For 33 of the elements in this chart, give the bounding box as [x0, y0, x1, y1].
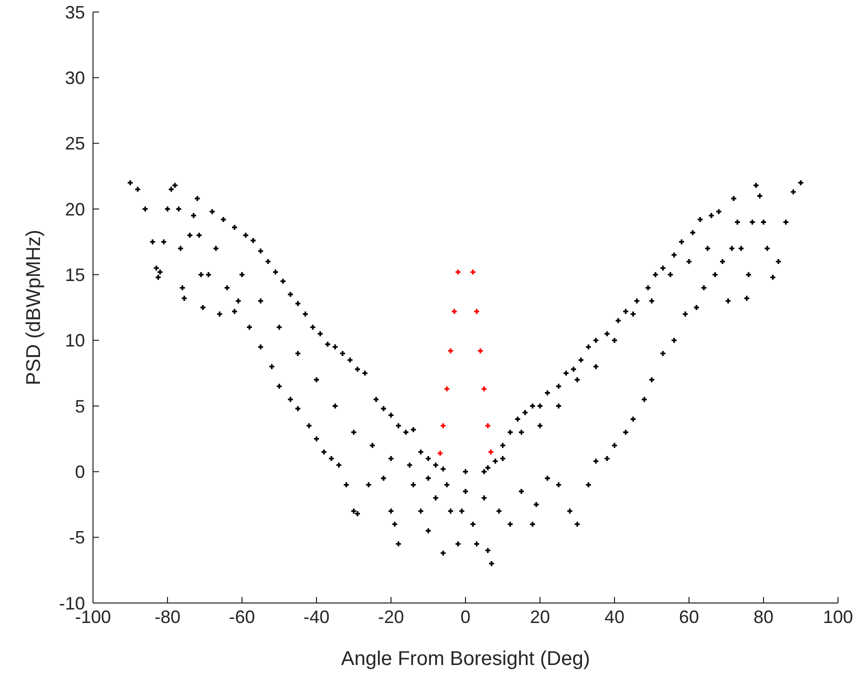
x-tick-label: -80 [154, 607, 181, 627]
y-tick-label: 15 [64, 264, 85, 285]
point [470, 270, 476, 275]
y-tick-label: -5 [68, 528, 85, 548]
x-tick-label: 40 [604, 607, 625, 627]
x-tick-label: -20 [378, 607, 404, 627]
y-tick-label: 30 [64, 68, 85, 88]
point [444, 386, 450, 392]
point [452, 308, 457, 314]
x-tick-label: -40 [303, 607, 330, 627]
y-tick-label: 35 [64, 2, 85, 22]
point [448, 348, 454, 354]
x-tick-label: -60 [228, 607, 256, 627]
point [438, 450, 443, 456]
y-axis-title: PSD (dBWpMHz) [23, 230, 45, 386]
y-tick-label: 0 [74, 462, 85, 482]
point [488, 449, 494, 454]
x-axis-title: Angle From Boresight (Deg) [341, 648, 590, 670]
point [456, 270, 461, 275]
point [482, 386, 487, 392]
x-tick-label: 60 [678, 607, 700, 627]
point [485, 423, 490, 428]
x-tick-label: 80 [753, 607, 774, 627]
point [474, 308, 480, 314]
y-tick-label: 20 [64, 199, 85, 220]
x-tick-label: 20 [530, 607, 550, 627]
point [478, 348, 483, 354]
y-tick-label: 5 [74, 396, 85, 416]
y-tick-label: 10 [64, 330, 85, 351]
y-tick-label: 25 [64, 134, 85, 154]
x-tick-label: 0 [460, 607, 471, 627]
x-tick-label: 100 [822, 607, 854, 627]
point [440, 423, 446, 428]
